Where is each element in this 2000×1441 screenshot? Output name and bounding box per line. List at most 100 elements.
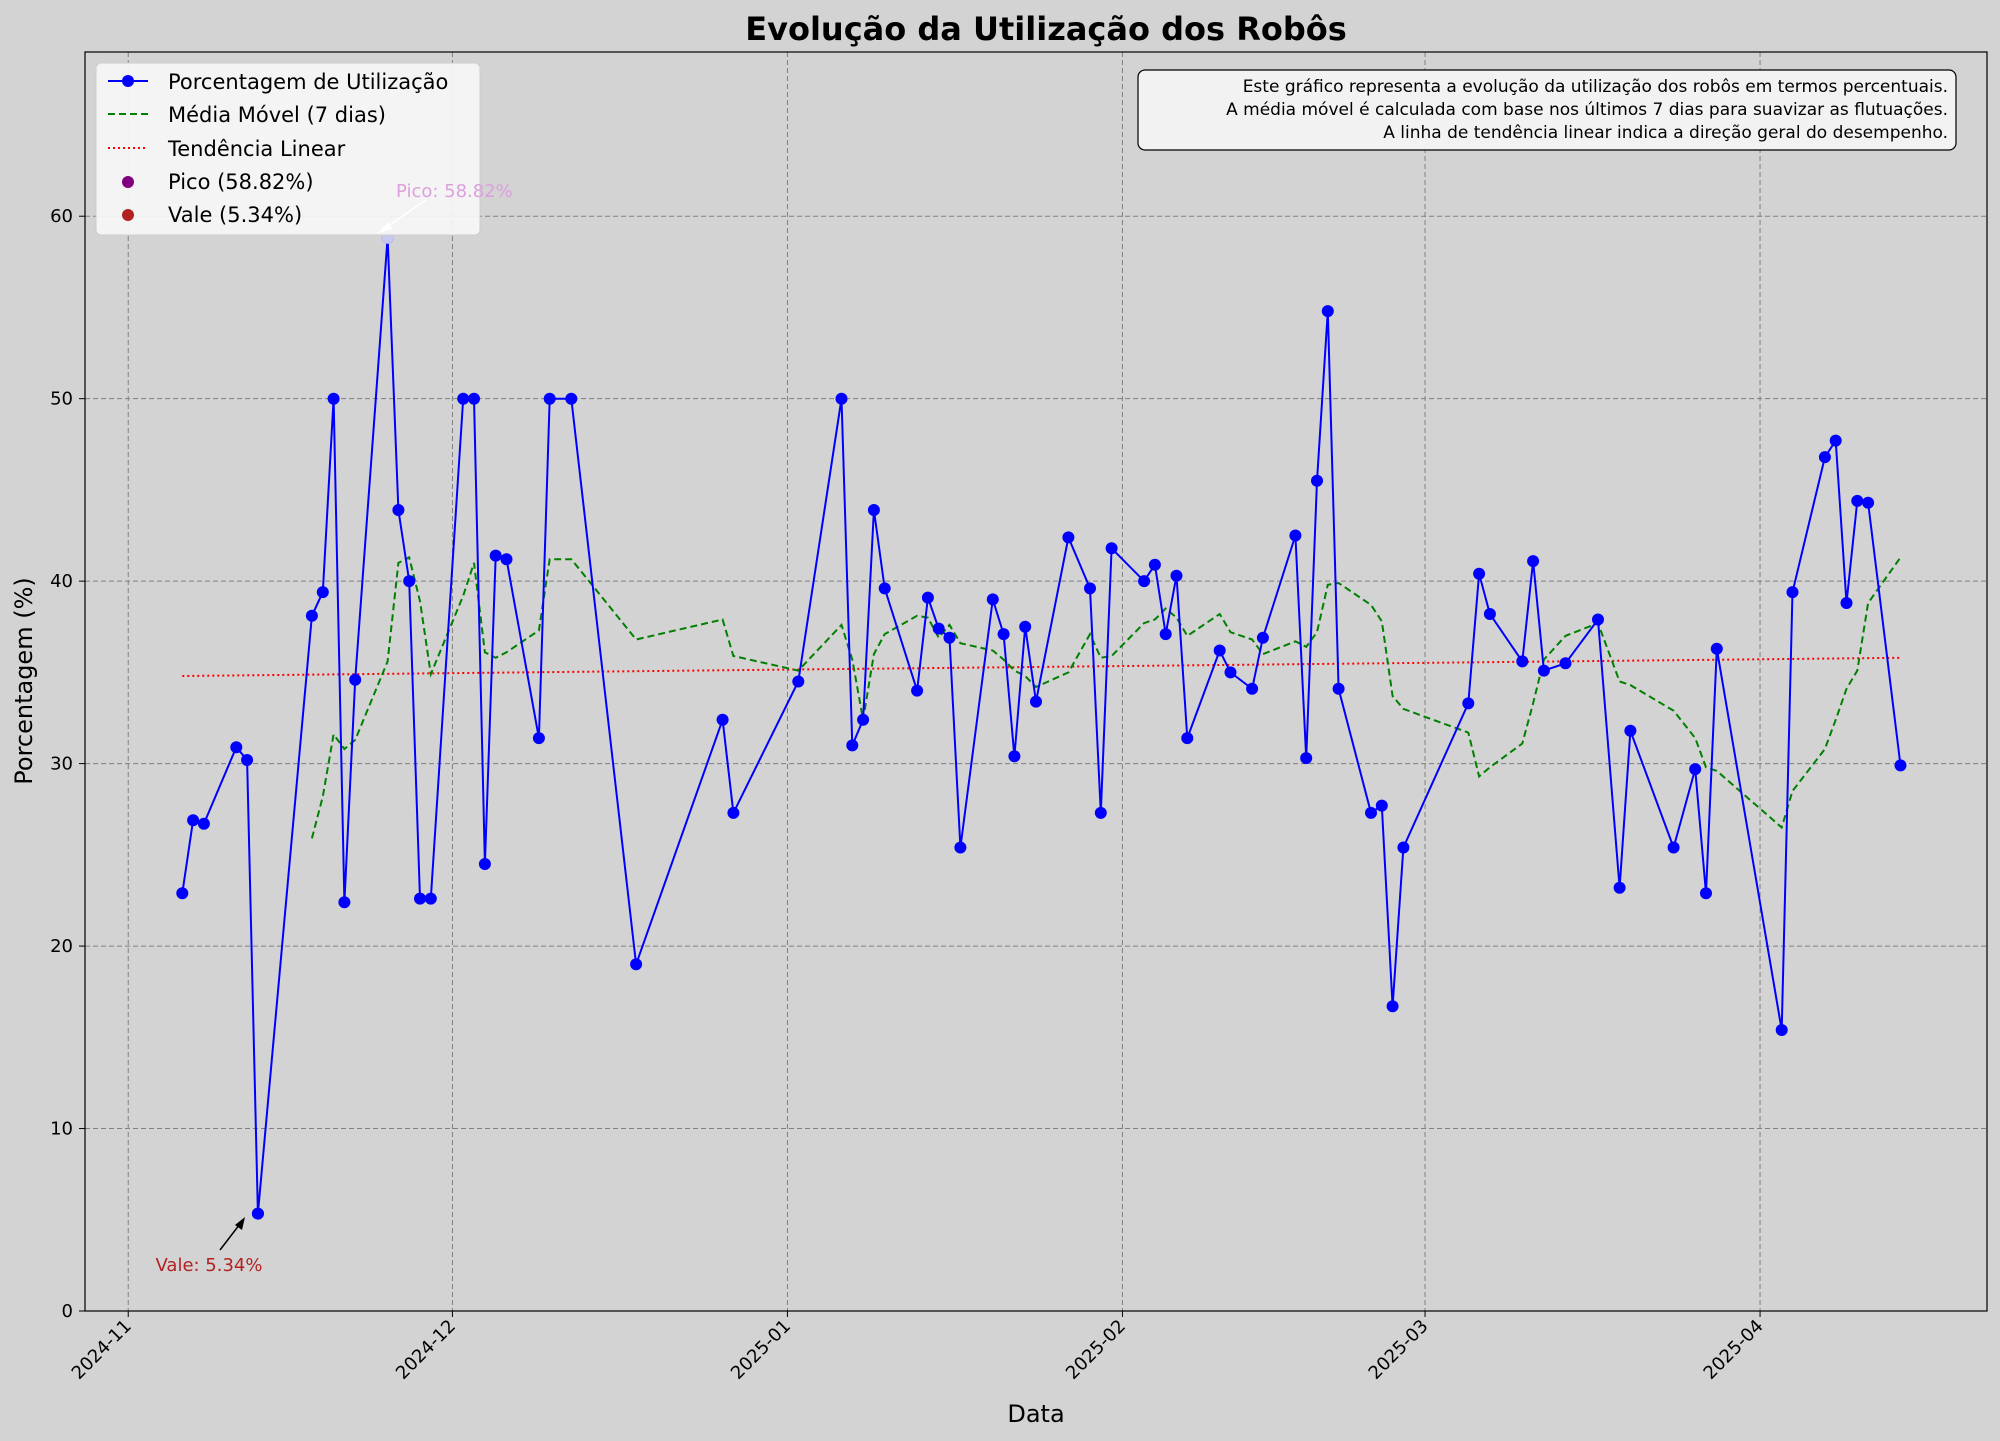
valley-arrowhead xyxy=(235,1217,245,1230)
utilization-point xyxy=(1084,582,1096,595)
utilization-point xyxy=(1105,542,1118,555)
utilization-point xyxy=(1818,451,1831,464)
utilization-point xyxy=(1851,494,1864,507)
utilization-point xyxy=(1537,664,1550,677)
utilization-point xyxy=(424,892,437,905)
plot-area xyxy=(176,231,1907,1220)
trend-line xyxy=(182,656,1901,677)
y-tick-label: 10 xyxy=(50,1119,73,1140)
plot-frame xyxy=(84,51,1988,1312)
peak-annotation: Pico: 58.82% xyxy=(377,181,513,234)
legend-item-utilization: Porcentagem de Utilização xyxy=(108,70,448,94)
utilization-point xyxy=(532,732,545,745)
utilization-point xyxy=(241,754,254,766)
utilization-point xyxy=(500,553,513,566)
utilization-point xyxy=(1559,657,1572,670)
utilization-point xyxy=(176,887,189,900)
utilization-point xyxy=(197,817,210,830)
legend-item-peak: Pico (58.82%) xyxy=(122,170,314,194)
peak-label: Pico: 58.82% xyxy=(396,181,513,202)
utilization-point xyxy=(489,549,502,562)
utilization-point xyxy=(943,631,956,644)
legend-box xyxy=(95,62,481,236)
utilization-point xyxy=(305,609,318,622)
utilization-point xyxy=(727,806,740,819)
y-tick-label: 60 xyxy=(50,206,73,227)
y-tick-label: 50 xyxy=(50,389,73,410)
legend-label-utilization: Porcentagem de Utilização xyxy=(168,70,448,94)
peak-arrowhead xyxy=(378,222,392,233)
utilization-point xyxy=(1862,496,1875,509)
utilization-point xyxy=(1473,567,1486,580)
utilization-point xyxy=(835,392,848,405)
utilization-point xyxy=(403,575,416,588)
utilization-point xyxy=(1148,558,1161,571)
utilization-point xyxy=(1365,806,1377,819)
utilization-point xyxy=(630,958,643,971)
utilization-point xyxy=(986,593,999,606)
utilization-point xyxy=(932,622,945,635)
utilization-point xyxy=(1624,724,1637,737)
utilization-point xyxy=(1700,887,1712,900)
utilization-point xyxy=(1386,1000,1399,1013)
utilization-point xyxy=(857,713,870,726)
utilization-point xyxy=(316,586,329,599)
utilization-point xyxy=(1181,732,1194,745)
utilization-point xyxy=(1462,697,1475,710)
utilization-point xyxy=(1224,666,1237,679)
utilization-point xyxy=(392,504,405,516)
utilization-point xyxy=(1592,613,1604,626)
moving-average-line xyxy=(310,555,1902,839)
legend: Porcentagem de Utilização Média Móvel (7… xyxy=(95,62,481,236)
utilization-point xyxy=(867,504,880,516)
utilization-point xyxy=(414,892,426,905)
valley-label: Vale: 5.34% xyxy=(156,1255,263,1276)
utilization-point xyxy=(997,628,1010,641)
utilization-point xyxy=(911,684,924,697)
utilization-point xyxy=(338,896,351,909)
utilization-point xyxy=(1289,529,1302,542)
utilization-point xyxy=(349,673,362,686)
legend-marker-peak xyxy=(122,176,134,188)
legend-item-valley: Vale (5.34%) xyxy=(122,203,302,227)
y-tick-label: 40 xyxy=(50,571,73,592)
utilization-point xyxy=(1840,597,1853,609)
utilization-point xyxy=(1311,474,1323,487)
utilization-point xyxy=(457,392,470,405)
y-tick-label: 30 xyxy=(50,754,73,775)
legend-item-moving-average: Média Móvel (7 dias) xyxy=(108,103,386,127)
legend-label-trend: Tendência Linear xyxy=(167,137,346,161)
valley-point xyxy=(251,1207,264,1220)
utilization-point xyxy=(1375,799,1388,812)
legend-marker-valley xyxy=(122,209,134,221)
valley-annotation: Vale: 5.34% xyxy=(156,1217,263,1276)
utilization-point xyxy=(716,713,729,726)
utilization-point xyxy=(1775,1024,1788,1036)
chart-title: Evolução da Utilização dos Robôs xyxy=(745,10,1347,48)
info-box: Este gráfico representa a evolução da ut… xyxy=(1137,69,1957,151)
legend-label-valley: Vale (5.34%) xyxy=(168,203,302,227)
utilization-point xyxy=(1019,620,1032,633)
utilization-point xyxy=(1516,655,1529,668)
utilization-point xyxy=(846,739,859,752)
utilization-point xyxy=(878,582,891,595)
utilization-point xyxy=(954,841,967,854)
y-tick-label: 20 xyxy=(50,936,73,957)
legend-label-peak: Pico (58.82%) xyxy=(168,170,314,194)
utilization-point xyxy=(1332,682,1345,695)
info-box-frame xyxy=(1137,69,1957,151)
info-line-1: Este gráfico representa a evolução da ut… xyxy=(1243,77,1948,97)
utilization-point xyxy=(1008,750,1021,763)
legend-marker-utilization xyxy=(122,75,134,87)
legend-label-moving-average: Média Móvel (7 dias) xyxy=(168,103,386,127)
utilization-point xyxy=(468,392,480,405)
utilization-point xyxy=(1170,569,1183,582)
utilization-point xyxy=(230,741,243,754)
utilization-point xyxy=(187,814,200,827)
utilization-point xyxy=(543,392,556,405)
legend-item-trend: Tendência Linear xyxy=(108,137,346,161)
utilization-point xyxy=(1213,644,1226,657)
utilization-point xyxy=(1710,642,1723,655)
